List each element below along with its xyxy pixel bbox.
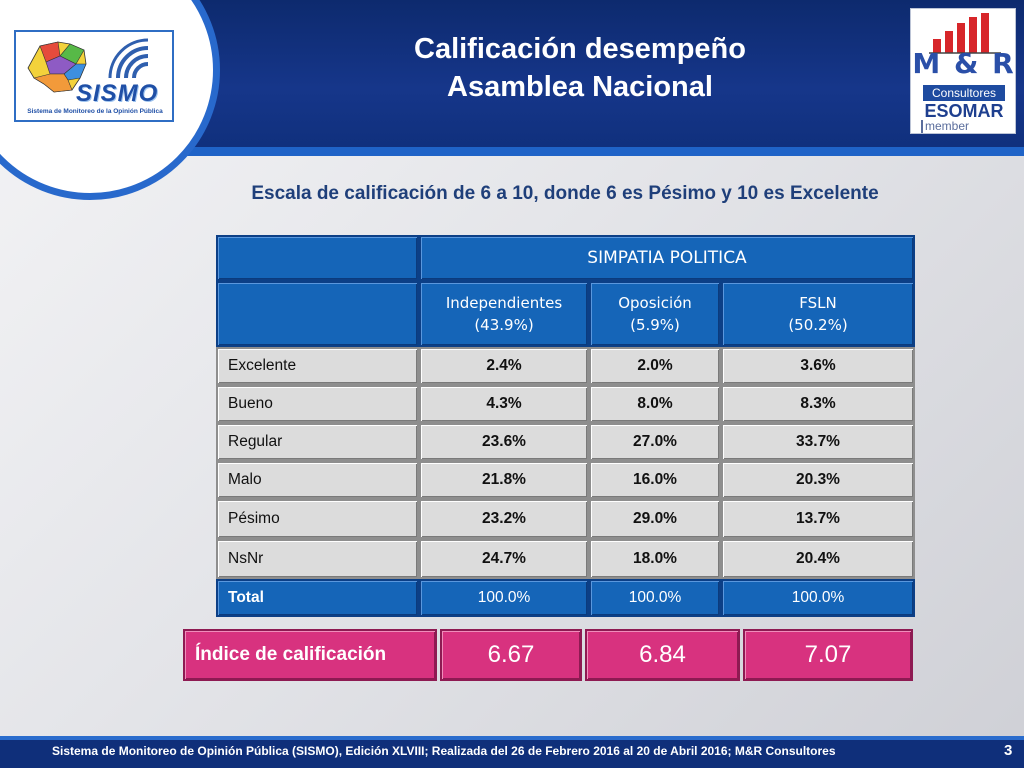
row-label: Pésimo xyxy=(216,499,419,539)
row-label: Malo xyxy=(216,461,419,499)
column-header-oposicion: Oposición (5.9%) xyxy=(589,281,721,347)
footer-source-text: Sistema de Monitoreo de Opinión Pública … xyxy=(52,744,836,758)
sismo-logo-subtitle: Sistema de Monitoreo de la Opinión Públi… xyxy=(27,108,163,115)
row-label: Bueno xyxy=(216,385,419,423)
header-stripe xyxy=(0,147,1024,156)
value-oposicion: 27.0% xyxy=(589,423,721,461)
value-independientes: 23.2% xyxy=(419,499,589,539)
bar-chart-icon xyxy=(929,13,1001,54)
value-independientes: 4.3% xyxy=(419,385,589,423)
row-label: Excelente xyxy=(216,347,419,385)
sismo-logo: SISMO Sistema de Monitoreo de la Opinión… xyxy=(14,30,174,122)
row-label: Regular xyxy=(216,423,419,461)
column-name: Independientes xyxy=(445,294,563,312)
value-fsln: 20.4% xyxy=(721,539,915,579)
column-name: Oposición xyxy=(618,294,692,312)
value-independientes: 23.6% xyxy=(419,423,589,461)
scale-description: Escala de calificación de 6 a 10, donde … xyxy=(251,183,879,204)
total-oposicion: 100.0% xyxy=(589,579,721,617)
sismo-logo-word: SISMO xyxy=(76,80,159,107)
value-oposicion: 18.0% xyxy=(589,539,721,579)
esomar-member-label: member xyxy=(921,120,969,133)
footer-bar xyxy=(0,736,1024,768)
index-fsln: 7.07 xyxy=(743,629,913,681)
value-independientes: 24.7% xyxy=(419,539,589,579)
index-independientes: 6.67 xyxy=(440,629,582,681)
column-share: (5.9%) xyxy=(630,316,680,334)
row-label: NsNr xyxy=(216,539,419,579)
esomar-label: ESOMAR xyxy=(924,101,1004,121)
signal-waves-icon xyxy=(108,38,149,79)
value-oposicion: 16.0% xyxy=(589,461,721,499)
total-fsln: 100.0% xyxy=(721,579,915,617)
title-line-2: Asamblea Nacional xyxy=(447,71,713,103)
column-header-independientes: Independientes (43.9%) xyxy=(419,281,589,347)
column-share: (43.9%) xyxy=(474,316,534,334)
table-corner-sub xyxy=(216,281,419,347)
value-oposicion: 8.0% xyxy=(589,385,721,423)
index-oposicion: 6.84 xyxy=(585,629,740,681)
column-share: (50.2%) xyxy=(788,316,848,334)
page-number: 3 xyxy=(1004,742,1013,759)
index-label: Índice de calificación xyxy=(183,629,437,681)
mr-logo-consultores: Consultores xyxy=(923,85,1005,101)
total-label: Total xyxy=(216,579,419,617)
value-fsln: 20.3% xyxy=(721,461,915,499)
mr-logo-brand: M & R xyxy=(912,47,1016,80)
table-corner-top xyxy=(216,235,419,281)
value-fsln: 3.6% xyxy=(721,347,915,385)
value-independientes: 2.4% xyxy=(419,347,589,385)
value-oposicion: 2.0% xyxy=(589,347,721,385)
value-fsln: 8.3% xyxy=(721,385,915,423)
value-oposicion: 29.0% xyxy=(589,499,721,539)
nicaragua-map-icon xyxy=(27,41,87,93)
value-independientes: 21.8% xyxy=(419,461,589,499)
value-fsln: 33.7% xyxy=(721,423,915,461)
mr-consultores-logo: M & R Consultores ESOMAR member xyxy=(910,8,1016,134)
page-title: Calificación desempeño Asamblea Nacional xyxy=(300,30,860,106)
total-independientes: 100.0% xyxy=(419,579,589,617)
column-name: FSLN xyxy=(799,294,837,312)
group-header: SIMPATIA POLITICA xyxy=(419,235,915,281)
column-header-fsln: FSLN (50.2%) xyxy=(721,281,915,347)
value-fsln: 13.7% xyxy=(721,499,915,539)
title-line-1: Calificación desempeño xyxy=(414,33,746,65)
